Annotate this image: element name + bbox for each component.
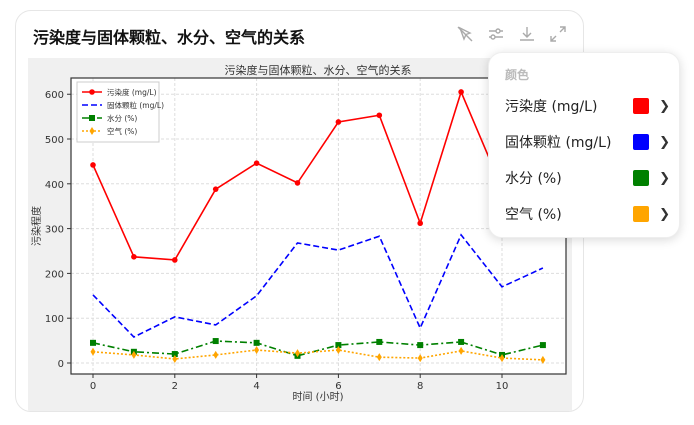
y-tick-label: 100 [45,314,64,325]
data-point [417,220,424,227]
data-point [540,355,546,364]
x-tick-label: 0 [90,381,96,392]
series-label: 固体颗粒 (mg/L) [505,135,612,151]
color-option-1[interactable]: 固体颗粒 (mg/L) ❯ [505,131,670,153]
data-point [213,350,219,359]
data-point [458,346,464,355]
data-point [212,338,219,345]
data-point [89,115,95,121]
data-point [376,112,383,119]
series-label: 污染度 (mg/L) [505,99,598,115]
y-tick-label: 400 [45,180,64,191]
chart-title: 污染度与固体颗粒、水分、空气的关系 [225,63,412,77]
series-1 [92,233,544,338]
download-icon[interactable] [518,25,536,43]
chart-image: 0 2 4 6 8 10 0 100 200 300 400 500 600 污染度与固体颗粒、水分、空气… [28,58,572,411]
data-point [335,346,341,355]
data-point [253,160,260,166]
data-point [499,354,505,363]
y-tick-label: 600 [45,90,64,101]
data-point [417,342,424,349]
color-popover: 颜色 污染度 (mg/L) ❯ 固体颗粒 (mg/L) ❯ 水分 (%) ❯ 空气 (%) ❯ [488,52,680,238]
color-option-0[interactable]: 污染度 (mg/L) ❯ [505,95,670,117]
data-point [90,162,96,168]
y-tick-label: 0 [58,359,64,370]
data-point [458,89,464,95]
data-point [90,339,96,346]
y-axis-label: 污染程度 [30,206,43,246]
card-title: 污染度与固体颗粒、水分、空气的关系 [33,28,306,47]
x-axis-label: 时间 (小时) [293,390,344,403]
sliders-icon[interactable] [487,25,505,43]
y-tick-label: 200 [45,269,64,280]
data-point [89,89,95,95]
data-point [131,350,137,359]
data-point [335,342,342,349]
data-point [376,353,382,362]
legend-label: 固体颗粒 (mg/L) [107,100,164,110]
line-chart: 0 2 4 6 8 100100200300400500600污染度与固体颗粒、水分、空气… [30,63,567,403]
chevron-right-icon: ❯ [659,134,670,150]
data-point [294,180,301,186]
x-tick-label: 8 [417,381,423,392]
series-0 [90,89,505,263]
y-tick-label: 500 [45,135,64,146]
data-point [90,347,96,356]
series-label: 空气 (%) [505,207,562,223]
popover-heading: 颜色 [505,68,530,82]
series-3 [90,346,546,364]
data-point [171,351,178,358]
x-tick-label: 2 [172,381,178,392]
legend-label: 空气 (%) [107,126,137,136]
expand-icon[interactable] [549,25,567,43]
series-label: 水分 (%) [505,171,562,187]
data-point [335,119,342,125]
legend-label: 水分 (%) [107,113,137,123]
data-point [253,339,260,346]
legend: 污染度 (mg/L) 固体颗粒 (mg/L) 水分 (%) 空气 (%) [76,81,164,143]
color-option-3[interactable]: 空气 (%) ❯ [505,203,670,225]
x-tick-label: 10 [496,381,509,392]
legend-label: 污染度 (mg/L) [107,87,157,97]
data-point [417,354,423,363]
data-point [89,127,95,135]
x-tick-label: 4 [253,381,259,392]
color-swatch[interactable] [633,98,650,114]
color-swatch[interactable] [633,170,650,186]
color-option-2[interactable]: 水分 (%) ❯ [505,167,670,189]
chevron-right-icon: ❯ [659,98,670,114]
chevron-right-icon: ❯ [659,206,670,222]
series-line [92,349,543,361]
color-swatch[interactable] [633,134,650,150]
data-point [172,257,178,263]
pointer-off-icon[interactable] [456,25,474,43]
series-line [92,340,544,357]
data-point [539,342,546,349]
data-point [172,354,178,363]
data-point [458,338,465,345]
x-tick-label: 6 [335,381,341,392]
data-point [295,349,300,358]
y-tick-label: 300 [45,225,64,236]
chevron-right-icon: ❯ [659,170,670,186]
color-swatch[interactable] [633,206,650,222]
series-line [92,233,544,338]
data-point [376,338,383,345]
data-point [254,346,260,355]
data-point [212,186,219,192]
data-point [131,254,137,260]
